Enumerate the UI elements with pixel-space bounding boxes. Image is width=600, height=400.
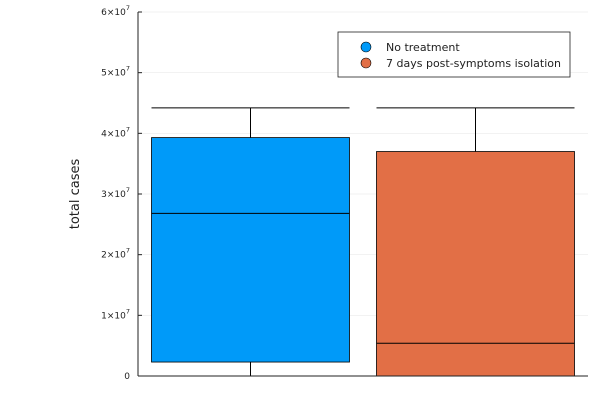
box-group — [151, 107, 350, 376]
y-ticks: 0 1×107 2×107 3×107 4×107 5×107 6×107 — [101, 4, 142, 382]
legend-marker — [360, 57, 372, 69]
legend-box — [337, 31, 571, 78]
y-tick-label: 0 — [124, 372, 130, 382]
legend-label: No treatment — [386, 41, 460, 54]
y-tick-label: 4×107 — [101, 125, 130, 139]
legend: No treatment 7 days post-symptoms isolati… — [337, 31, 571, 78]
y-tick-label: 3×107 — [101, 186, 130, 200]
legend-marker — [360, 41, 372, 53]
y-tick-label: 1×107 — [101, 307, 130, 321]
legend-label: 7 days post-symptoms isolation — [386, 57, 561, 70]
y-axis-title: total cases — [68, 159, 83, 230]
y-tick-label: 5×107 — [101, 65, 130, 79]
box-group — [376, 107, 575, 377]
box-body — [376, 151, 575, 377]
box-body — [151, 137, 350, 363]
box-series — [151, 107, 575, 377]
y-tick-label: 6×107 — [101, 4, 130, 18]
y-tick-label: 2×107 — [101, 247, 130, 261]
